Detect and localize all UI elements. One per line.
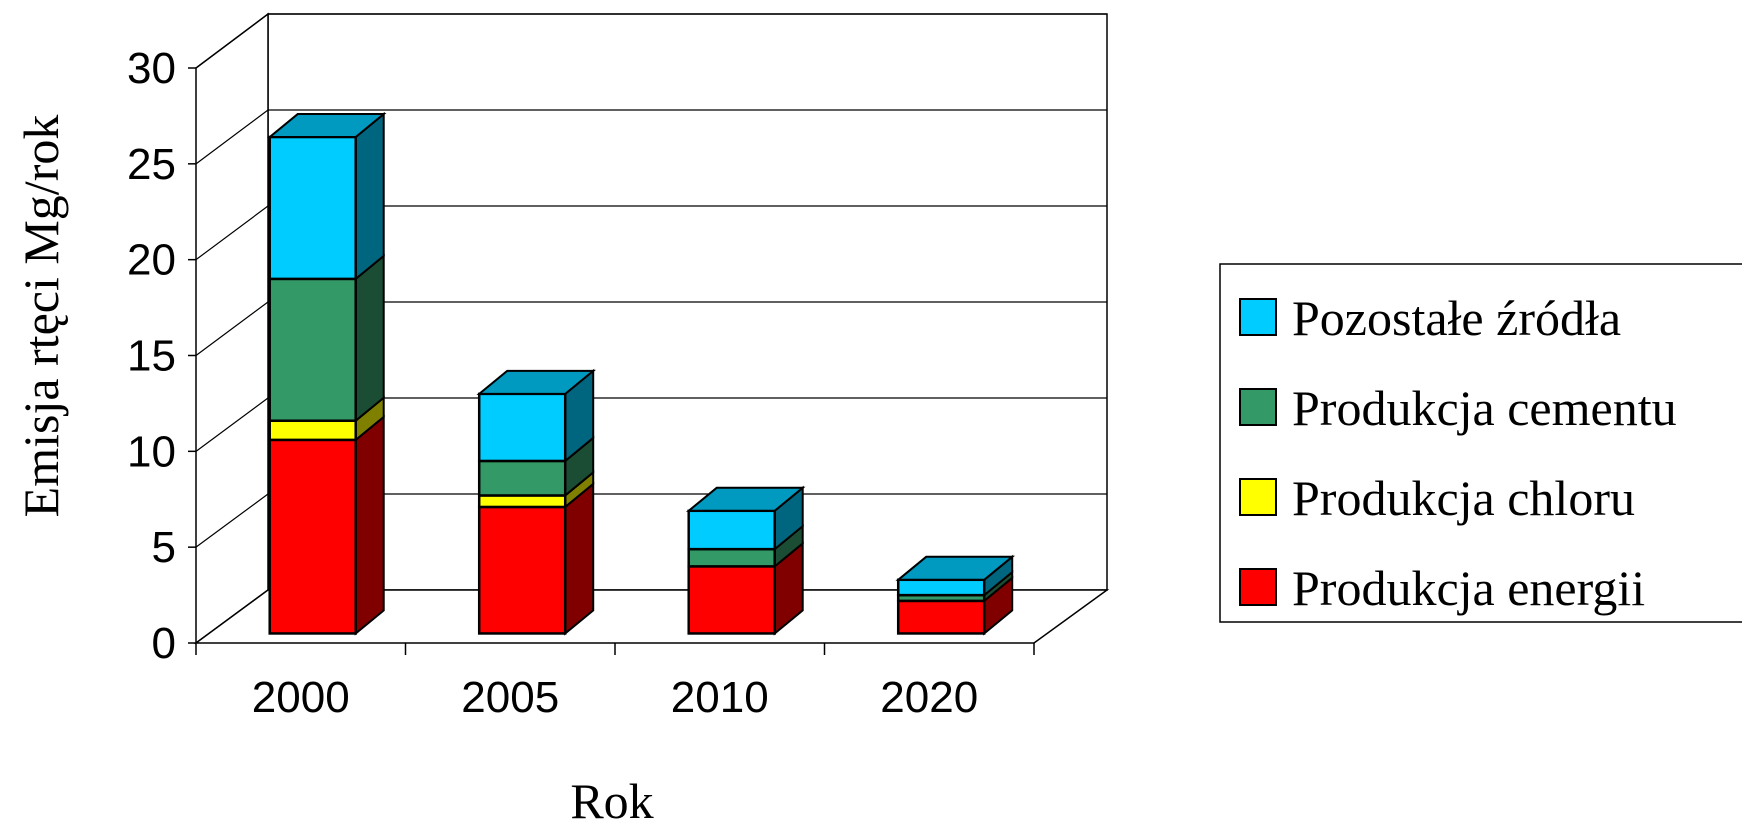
bar-segment [687,565,776,635]
legend-label: Pozostałe źródła [1292,290,1621,346]
bar-segment [268,135,357,281]
bar-top [895,555,1016,581]
bar-segment [477,494,567,509]
y-tick-label: 10 [127,427,176,476]
bar-segment [268,419,357,442]
bar-side [354,253,385,423]
bar-stack-2020 [895,554,1016,636]
bar-side [564,481,595,636]
gridlines [195,13,1107,548]
legend-swatch [1239,388,1277,426]
gridline-side [195,493,269,548]
y-tick-label: 15 [127,332,176,381]
bar-top [266,113,387,139]
gridline-side [195,109,269,165]
legend-swatch [1239,568,1277,606]
bar-stack-2000 [266,111,387,636]
bar-segment [477,459,567,497]
bar-side [354,111,385,281]
legend-label: Produkcja cementu [1292,380,1677,436]
bar-top [685,486,806,512]
y-axis-title: Emisja rtęci Mg/rok [13,115,69,518]
gridline-side [195,13,269,69]
legend-swatch [1239,478,1277,516]
floor [193,589,1110,644]
y-tick-label: 20 [127,236,176,285]
x-tick-label: 2000 [252,673,350,722]
bar-segment [268,277,357,422]
bar-stack-2010 [685,485,806,636]
gridline-side [195,301,269,356]
x-axis-ticks: 2000 2005 2010 2020 [195,643,1035,722]
y-tick-label: 5 [152,523,176,572]
x-tick-label: 2020 [880,673,978,722]
legend-box [1219,263,1742,623]
legend-items: Pozostałe źródła Produkcja cementu Produkc… [1239,290,1677,616]
y-tick-label: 30 [127,44,176,93]
legend-swatch [1239,298,1277,336]
y-tick-label: 0 [152,619,176,668]
bar-segment [477,392,567,463]
bar-segment [896,578,986,597]
legend: Pozostałe źródła Produkcja cementu Produkc… [1219,263,1742,623]
bar-top [476,369,597,395]
x-axis-title: Rok [570,773,653,825]
gridline-side [195,397,269,452]
bar-segment [896,599,986,635]
y-tick-label: 25 [127,140,176,189]
bar-segment [477,505,567,635]
bar-stack-2005 [476,368,597,636]
bar-segment [687,547,776,568]
legend-label: Produkcja chloru [1292,470,1635,526]
bar-side [354,414,385,636]
y-axis-ticks: 0 5 10 15 20 25 30 [127,44,196,668]
x-tick-label: 2005 [461,673,559,722]
x-tick-label: 2010 [671,673,769,722]
bar-segment [687,509,776,551]
bar-segment [268,438,357,635]
legend-label: Produkcja energii [1292,560,1645,616]
bars [266,111,1016,636]
gridline-side [195,205,269,261]
